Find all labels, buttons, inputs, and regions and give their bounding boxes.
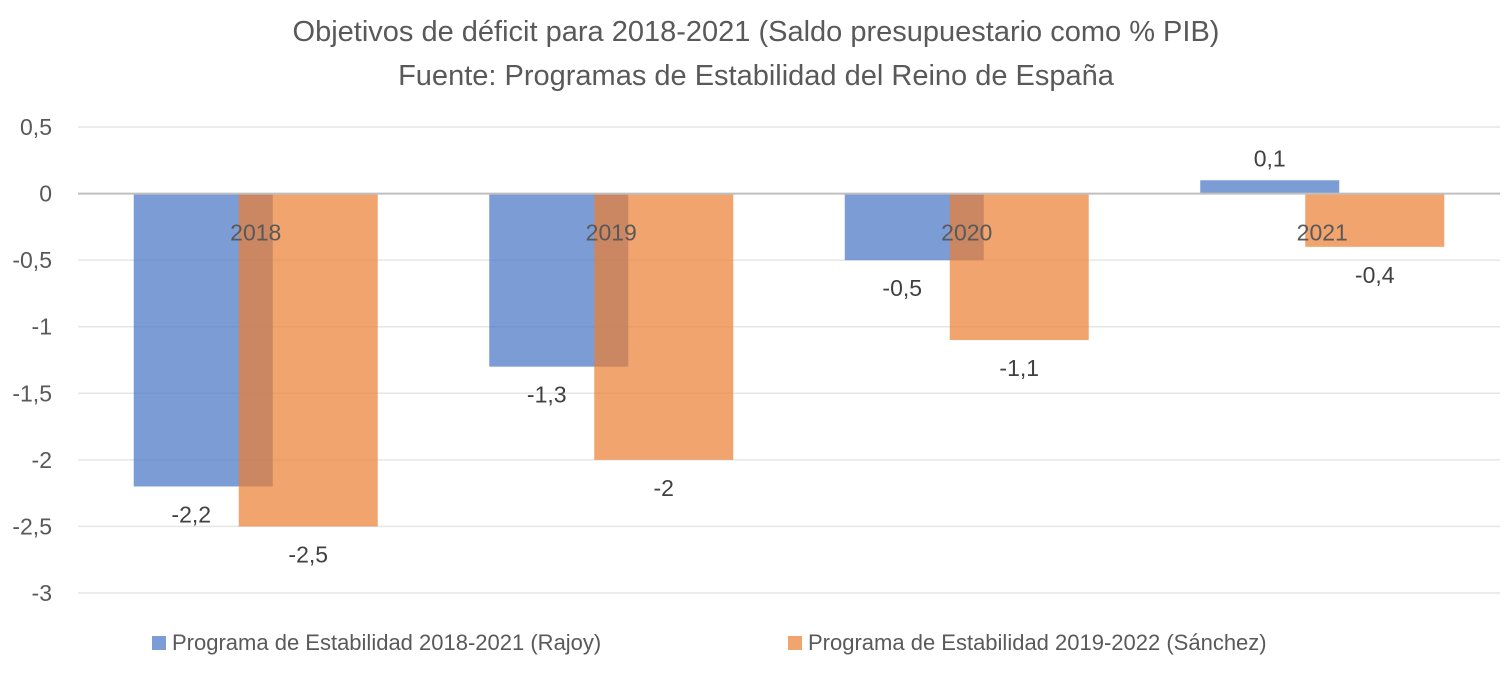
- chart-title: Objetivos de déficit para 2018-2021 (Sal…: [292, 16, 1220, 48]
- legend-item-rajoy: Programa de Estabilidad 2018-2021 (Rajoy…: [152, 630, 601, 656]
- data-labels: -2,2 -2,5 -1,3 -2 -0,5 -1,1 0,1 -0,4: [171, 145, 1394, 567]
- data-label: -2,5: [288, 541, 328, 567]
- bar-rajoy: [1200, 180, 1340, 194]
- y-tick-label: -2: [32, 447, 52, 473]
- category-labels: 2018 2019 2020 2021: [230, 220, 1348, 246]
- y-tick-label: -1,5: [12, 380, 52, 406]
- chart-subtitle: Fuente: Programas de Estabilidad del Rei…: [398, 60, 1114, 92]
- category-label: 2020: [941, 220, 992, 246]
- y-tick-label: -3: [32, 580, 52, 606]
- data-label: -0,4: [1355, 262, 1395, 288]
- bars: [133, 180, 1445, 527]
- legend-item-sanchez: Programa de Estabilidad 2019-2022 (Sánch…: [788, 630, 1267, 656]
- y-tick-label: 0,5: [20, 114, 52, 140]
- y-tick-label: -0,5: [12, 247, 52, 273]
- data-label: -1,3: [527, 382, 567, 408]
- data-label: -2,2: [171, 501, 211, 527]
- y-axis-ticks: 0,5 0 -0,5 -1 -1,5 -2 -2,5 -3: [12, 114, 52, 606]
- data-label: -0,5: [882, 275, 922, 301]
- legend-swatch: [788, 636, 802, 650]
- bar-sanchez: [949, 193, 1089, 341]
- category-label: 2019: [586, 220, 637, 246]
- data-label: 0,1: [1254, 145, 1286, 171]
- y-tick-label: 0: [39, 181, 52, 207]
- bar-sanchez: [594, 193, 734, 460]
- y-tick-label: -1: [32, 314, 52, 340]
- data-label: -1,1: [999, 355, 1039, 381]
- category-label: 2018: [230, 220, 281, 246]
- legend-swatch: [152, 636, 166, 650]
- legend-label: Programa de Estabilidad 2019-2022 (Sánch…: [808, 630, 1267, 655]
- y-tick-label: -2,5: [12, 513, 52, 539]
- legend: Programa de Estabilidad 2018-2021 (Rajoy…: [0, 630, 1512, 660]
- bar-sanchez: [1305, 193, 1445, 247]
- bar-sanchez: [238, 193, 378, 527]
- legend-label: Programa de Estabilidad 2018-2021 (Rajoy…: [172, 630, 602, 655]
- data-label: -2: [654, 475, 674, 501]
- category-label: 2021: [1297, 220, 1348, 246]
